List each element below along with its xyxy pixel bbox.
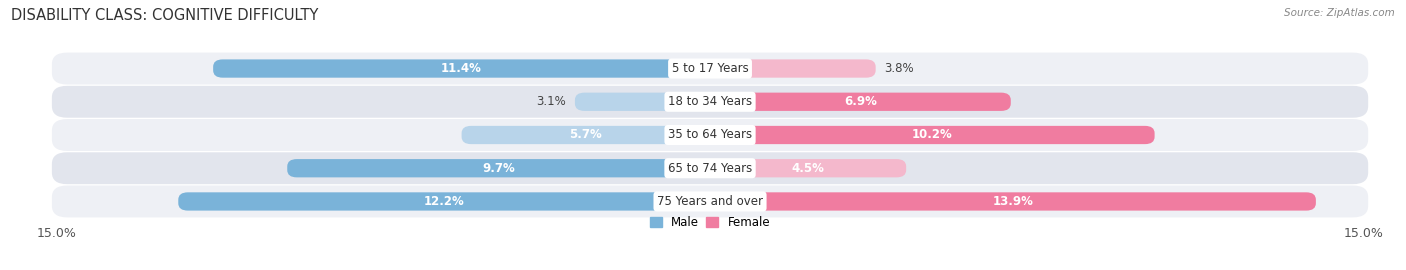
Text: DISABILITY CLASS: COGNITIVE DIFFICULTY: DISABILITY CLASS: COGNITIVE DIFFICULTY: [11, 8, 319, 23]
FancyBboxPatch shape: [710, 159, 905, 177]
Text: 18 to 34 Years: 18 to 34 Years: [668, 95, 752, 108]
Text: 4.5%: 4.5%: [792, 162, 824, 175]
FancyBboxPatch shape: [52, 53, 1368, 85]
Text: 13.9%: 13.9%: [993, 195, 1033, 208]
Text: 5.7%: 5.7%: [569, 129, 602, 141]
Text: Source: ZipAtlas.com: Source: ZipAtlas.com: [1284, 8, 1395, 18]
Text: 5 to 17 Years: 5 to 17 Years: [672, 62, 748, 75]
Text: 35 to 64 Years: 35 to 64 Years: [668, 129, 752, 141]
Text: 3.8%: 3.8%: [884, 62, 914, 75]
FancyBboxPatch shape: [179, 192, 710, 211]
Text: 10.2%: 10.2%: [912, 129, 953, 141]
Text: 6.9%: 6.9%: [844, 95, 877, 108]
FancyBboxPatch shape: [461, 126, 710, 144]
Text: 12.2%: 12.2%: [423, 195, 464, 208]
FancyBboxPatch shape: [52, 152, 1368, 184]
Text: 9.7%: 9.7%: [482, 162, 515, 175]
FancyBboxPatch shape: [52, 119, 1368, 151]
FancyBboxPatch shape: [710, 192, 1316, 211]
Text: 11.4%: 11.4%: [441, 62, 482, 75]
FancyBboxPatch shape: [52, 185, 1368, 217]
FancyBboxPatch shape: [710, 59, 876, 78]
FancyBboxPatch shape: [575, 93, 710, 111]
FancyBboxPatch shape: [214, 59, 710, 78]
Legend: Male, Female: Male, Female: [650, 216, 770, 229]
FancyBboxPatch shape: [710, 93, 1011, 111]
Text: 3.1%: 3.1%: [537, 95, 567, 108]
FancyBboxPatch shape: [52, 86, 1368, 118]
FancyBboxPatch shape: [287, 159, 710, 177]
Text: 65 to 74 Years: 65 to 74 Years: [668, 162, 752, 175]
Text: 75 Years and over: 75 Years and over: [657, 195, 763, 208]
FancyBboxPatch shape: [710, 126, 1154, 144]
